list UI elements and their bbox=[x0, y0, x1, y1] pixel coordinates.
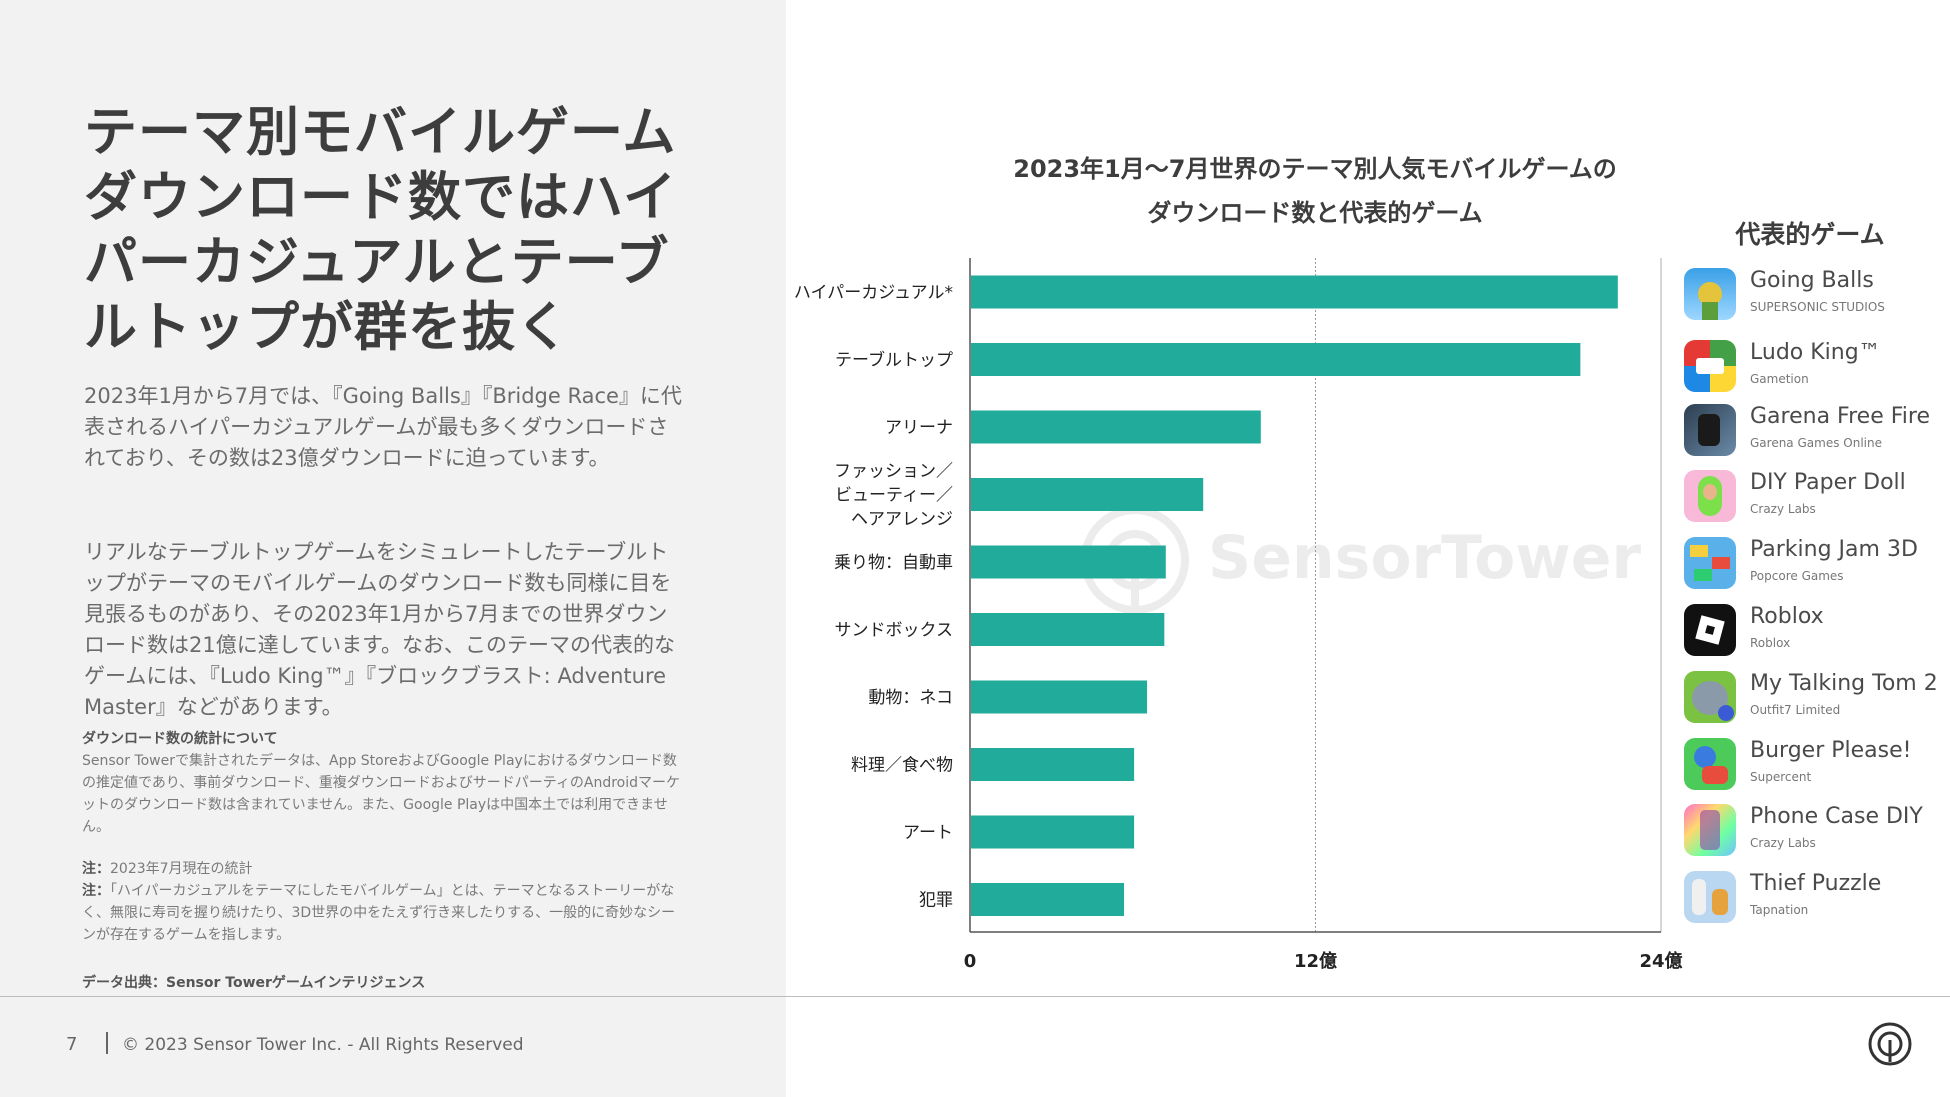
note-2-text: 「ハイパーカジュアルをテーマにしたモバイルゲーム」とは、テーマとなるストーリーが… bbox=[82, 883, 676, 943]
tick-label: 12億 bbox=[1294, 950, 1337, 972]
game-name: My Talking Tom 2 bbox=[1750, 671, 1938, 696]
game-item: Burger Please! Supercent bbox=[1684, 738, 1944, 792]
page-number: 7 bbox=[66, 1034, 78, 1055]
footer-separator bbox=[106, 1032, 108, 1054]
tick-label: 24億 bbox=[1639, 950, 1682, 972]
game-developer: Outfit7 Limited bbox=[1750, 703, 1841, 717]
game-developer: Popcore Games bbox=[1750, 569, 1844, 583]
sensortower-logo-icon bbox=[1868, 1022, 1912, 1066]
note-1-text: 2023年7月現在の統計 bbox=[110, 861, 253, 877]
category-label: アート bbox=[903, 823, 953, 843]
category-label: ハイパーカジュアル* bbox=[794, 283, 953, 303]
game-developer: Garena Games Online bbox=[1750, 436, 1882, 450]
game-item: Going Balls SUPERSONIC STUDIOS bbox=[1684, 268, 1944, 322]
going-balls-icon bbox=[1684, 268, 1736, 320]
category-label: ファッション／ビューティー／ヘアアレンジ bbox=[834, 462, 953, 530]
game-name: Phone Case DIY bbox=[1750, 804, 1923, 829]
bar bbox=[971, 680, 1148, 714]
watermark-text: SensorTower bbox=[1208, 523, 1642, 593]
stats-heading: ダウンロード数の統計について bbox=[82, 731, 278, 747]
tick-label: 0 bbox=[964, 951, 977, 972]
category-label: 動物：ネコ bbox=[868, 688, 953, 708]
bar bbox=[971, 478, 1204, 511]
free-fire-icon bbox=[1684, 404, 1736, 456]
game-name: Roblox bbox=[1750, 604, 1824, 629]
detail-paragraph: リアルなテーブルトップゲームをシミュレートしたテーブルトップがテーマのモバイルゲ… bbox=[84, 540, 675, 719]
game-item: Parking Jam 3D Popcore Games bbox=[1684, 537, 1944, 591]
category-label: サンドボックス bbox=[835, 621, 954, 641]
note-2: 注：「ハイパーカジュアルをテーマにしたモバイルゲーム」とは、テーマとなるストーリ… bbox=[82, 880, 687, 946]
headline: テーマ別モバイルゲームダウンロード数ではハイパーカジュアルとテーブルトップが群を… bbox=[84, 102, 677, 358]
game-developer: SUPERSONIC STUDIOS bbox=[1750, 300, 1885, 314]
game-developer: Supercent bbox=[1750, 770, 1812, 784]
game-name: Thief Puzzle bbox=[1750, 871, 1882, 896]
parking-jam-icon bbox=[1684, 537, 1736, 589]
bar bbox=[971, 343, 1581, 376]
game-developer: Gametion bbox=[1750, 372, 1809, 386]
note-2-label: 注： bbox=[82, 883, 110, 899]
chart-title-line-1: 2023年1月～7月世界のテーマ別人気モバイルゲームの bbox=[1013, 155, 1617, 183]
burger-please-icon bbox=[1684, 738, 1736, 790]
game-developer: Crazy Labs bbox=[1750, 836, 1816, 850]
bar bbox=[971, 545, 1166, 579]
game-item: Roblox Roblox bbox=[1684, 604, 1944, 658]
game-developer: Tapnation bbox=[1750, 903, 1809, 917]
game-name: Garena Free Fire bbox=[1750, 404, 1930, 429]
intro-paragraph: 2023年1月から7月では、『Going Balls』『Bridge Race』… bbox=[84, 384, 682, 470]
games-title: 代表的ゲーム bbox=[1735, 220, 1885, 249]
copyright: © 2023 Sensor Tower Inc. - All Rights Re… bbox=[122, 1035, 524, 1055]
footer-divider bbox=[0, 996, 1950, 997]
bar bbox=[971, 748, 1135, 781]
left-panel bbox=[0, 0, 786, 1097]
bar bbox=[971, 613, 1165, 646]
bar bbox=[971, 883, 1125, 916]
game-item: Garena Free Fire Garena Games Online bbox=[1684, 404, 1944, 458]
ludo-king-icon bbox=[1684, 340, 1736, 392]
game-name: Burger Please! bbox=[1750, 738, 1912, 763]
paper-doll-icon bbox=[1684, 470, 1736, 522]
game-name: Parking Jam 3D bbox=[1750, 537, 1918, 562]
stats-body: Sensor Towerで集計されたデータは、App StoreおよびGoogl… bbox=[82, 753, 681, 835]
talking-tom-icon bbox=[1684, 671, 1736, 723]
game-item: My Talking Tom 2 Outfit7 Limited bbox=[1684, 671, 1944, 725]
note-1-label: 注： bbox=[82, 861, 110, 877]
game-developer: Roblox bbox=[1750, 636, 1791, 650]
data-source: データ出典：Sensor Towerゲームインテリジェンス bbox=[82, 975, 426, 991]
bar bbox=[971, 410, 1261, 444]
game-item: Phone Case DIY Crazy Labs bbox=[1684, 804, 1944, 858]
category-label: 犯罪 bbox=[919, 891, 953, 911]
notes-section: ダウンロード数の統計について Sensor Towerで集計されたデータは、Ap… bbox=[82, 728, 687, 946]
thief-puzzle-icon bbox=[1684, 871, 1736, 923]
category-label: 料理／食べ物 bbox=[851, 756, 953, 776]
game-name: DIY Paper Doll bbox=[1750, 470, 1906, 495]
category-label: 乗り物：自動車 bbox=[834, 553, 953, 573]
category-label: アリーナ bbox=[885, 418, 953, 438]
roblox-icon bbox=[1684, 604, 1736, 656]
chart-title-line-2: ダウンロード数と代表的ゲーム bbox=[1147, 199, 1483, 227]
game-developer: Crazy Labs bbox=[1750, 502, 1816, 516]
watermark: SensorTower bbox=[1080, 505, 1641, 615]
chart-title: 2023年1月～7月世界のテーマ別人気モバイルゲームの ダウンロード数と代表的ゲ… bbox=[960, 147, 1670, 235]
game-name: Going Balls bbox=[1750, 268, 1874, 293]
category-label: テーブルトップ bbox=[835, 350, 953, 371]
game-item: Ludo King™ Gametion bbox=[1684, 340, 1944, 394]
phone-case-icon bbox=[1684, 804, 1736, 856]
game-item: DIY Paper Doll Crazy Labs bbox=[1684, 470, 1944, 524]
bar bbox=[971, 275, 1618, 309]
game-name: Ludo King™ bbox=[1750, 340, 1881, 365]
game-item: Thief Puzzle Tapnation bbox=[1684, 871, 1944, 925]
bar bbox=[971, 815, 1135, 849]
note-1: 注：2023年7月現在の統計 bbox=[82, 858, 687, 880]
